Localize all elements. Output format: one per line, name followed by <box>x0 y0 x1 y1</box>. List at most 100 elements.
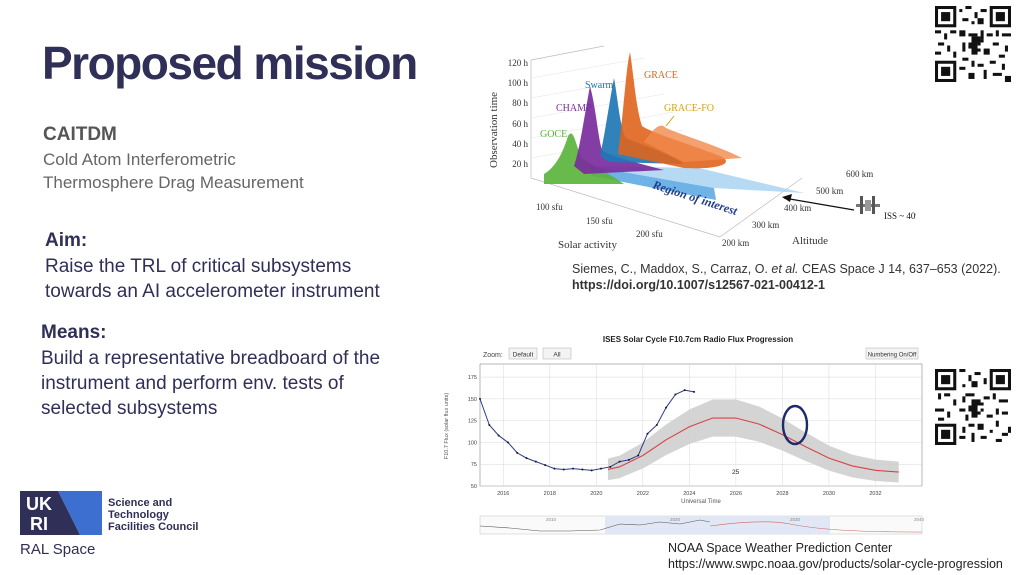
mission-subtitle-line1: Cold Atom Interferometric <box>43 150 236 169</box>
chart-xlabel: Universal Time <box>681 499 721 505</box>
x-tick-label: 2018 <box>544 491 556 497</box>
credit-line1: NOAA Space Weather Prediction Center <box>668 541 893 555</box>
predicted-line <box>607 417 899 473</box>
y-tick-label: 100 <box>468 440 477 446</box>
zoom-default-label: Default <box>513 352 534 359</box>
highlight-ellipse <box>781 404 809 446</box>
mission-acronym: CAITDM <box>43 124 117 145</box>
x-tick-label: 2030 <box>823 491 835 497</box>
observed-point <box>646 432 649 435</box>
chart-title: ISES Solar Cycle F10.7cm Radio Flux Prog… <box>603 335 793 344</box>
observed-point <box>655 424 658 426</box>
fig1-alt-tick: 300 km <box>752 220 779 230</box>
mission-label-goce: GOCE <box>540 129 567 140</box>
y-tick-label: 150 <box>468 397 477 403</box>
y-tick-label: 125 <box>468 419 477 425</box>
observed-point <box>506 441 509 444</box>
x-tick-label: 2028 <box>776 491 788 497</box>
observed-point <box>618 460 621 463</box>
observed-point <box>553 467 556 470</box>
mission-label-grace: GRACE <box>644 70 678 81</box>
x-tick-label: 2016 <box>497 491 509 497</box>
solar-cycle-chart: ISES Solar Cycle F10.7cm Radio Flux Prog… <box>444 335 925 535</box>
observed-point <box>627 458 630 461</box>
mission-label-swarm: Swarm <box>585 80 614 91</box>
numbering-toggle-label: Numbering On/Off <box>868 353 917 359</box>
aim-heading: Aim: <box>45 230 88 251</box>
observed-point <box>590 469 593 472</box>
fig1-alt-tick: 600 km <box>846 169 873 179</box>
mission-subtitle-line2: Thermosphere Drag Measurement <box>43 173 304 192</box>
observed-point <box>609 465 612 468</box>
observed-point <box>674 393 677 396</box>
qr-code-top[interactable] <box>935 6 1011 82</box>
fig1-solar-label: Solar activity <box>558 239 617 251</box>
ukri-logo: UK RI <box>20 491 102 535</box>
nav-tick: 2040 <box>914 517 925 522</box>
observed-point <box>479 397 481 400</box>
observed-point <box>525 457 528 460</box>
x-tick-label: 2026 <box>730 491 742 497</box>
credit-url[interactable]: https://www.swpc.noaa.gov/products/solar… <box>668 557 1003 571</box>
means-text-line2: instrument and perform env. tests of <box>41 373 344 394</box>
x-tick-label: 2020 <box>590 491 602 497</box>
mission-coverage-figure: 20 h 40 h 60 h 80 h 100 h 120 h Observat… <box>488 45 916 251</box>
reference-citation: Siemes, C., Maddox, S., Carraz, O. et al… <box>572 262 1001 276</box>
means-text-line1: Build a representative breadboard of the <box>41 348 381 369</box>
x-tick-label: 2032 <box>869 491 881 497</box>
observed-point <box>497 434 500 437</box>
observed-point <box>562 468 565 471</box>
fig1-ytick: 120 h <box>508 58 529 68</box>
observed-line <box>479 389 695 471</box>
fig1-alt-tick: 200 km <box>722 238 749 248</box>
mission-label-champ: CHAMP <box>556 103 592 114</box>
x-tick-label: 2024 <box>683 491 695 497</box>
nav-tick: 2020 <box>670 517 681 522</box>
prediction-band <box>607 399 899 483</box>
y-tick-label: 50 <box>471 484 477 490</box>
fig1-solar-tick: 150 sfu <box>586 216 613 226</box>
iss-station-icon <box>856 196 880 214</box>
iss-label: ISS ~ 409 km <box>884 211 916 221</box>
zoom-default-button[interactable]: Default <box>508 347 538 360</box>
department-name: RAL Space <box>20 541 96 558</box>
y-tick-label: 75 <box>471 462 477 468</box>
x-tick-label: 2022 <box>637 491 649 497</box>
observed-point <box>693 390 696 393</box>
nav-tick: 2030 <box>790 517 801 522</box>
y-tick-label: 175 <box>468 375 477 381</box>
timeline-navigator[interactable]: 2010 2020 2030 2040 <box>479 515 925 535</box>
mission-label-grace-fo: GRACE-FO <box>664 103 714 114</box>
fig1-ytick: 20 h <box>512 159 528 169</box>
observed-point <box>581 468 584 471</box>
observed-point <box>534 460 537 463</box>
observed-point <box>488 424 491 426</box>
fig1-ytick: 40 h <box>512 139 528 149</box>
zoom-all-button[interactable]: All <box>542 347 572 360</box>
logo-letters-top: UK <box>26 494 52 514</box>
numbering-toggle-button[interactable]: Numbering On/Off <box>865 347 919 360</box>
fig1-solar-tick: 200 sfu <box>636 229 663 239</box>
observed-point <box>516 451 519 454</box>
organisation-name: Science and Technology Facilities Counci… <box>108 497 199 533</box>
zoom-label: Zoom: <box>483 352 503 359</box>
means-heading: Means: <box>41 322 107 343</box>
fig1-ytick: 100 h <box>508 78 529 88</box>
fig1-solar-tick: 100 sfu <box>536 202 563 212</box>
qr-code-bottom[interactable] <box>935 369 1011 445</box>
fig1-alt-tick: 500 km <box>816 186 843 196</box>
observed-point <box>599 467 602 470</box>
aim-text-line1: Raise the TRL of critical subsystems <box>45 256 352 277</box>
reference-doi-link[interactable]: https://doi.org/10.1007/s12567-021-00412… <box>572 278 825 292</box>
observed-point <box>637 454 640 457</box>
page-title: Proposed mission <box>42 37 418 89</box>
means-text-line3: selected subsystems <box>41 398 218 419</box>
chart-ylabel: F10.7 Flux (solar flux units) <box>444 393 450 459</box>
nav-tick: 2010 <box>546 517 557 522</box>
fig1-alt-label: Altitude <box>792 235 828 247</box>
aim-text-line2: towards an AI accelerometer instrument <box>45 281 380 302</box>
fig1-alt-tick: 400 km <box>784 203 811 213</box>
fig1-ylabel: Observation time <box>488 92 500 168</box>
zoom-all-label: All <box>553 352 561 359</box>
fig1-ytick: 60 h <box>512 119 528 129</box>
